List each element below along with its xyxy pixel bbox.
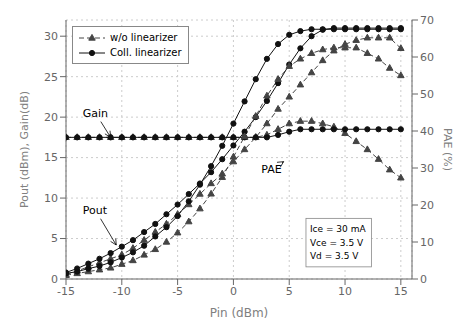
svg-text:70: 70	[420, 14, 434, 27]
svg-text:0: 0	[420, 273, 427, 286]
svg-text:20: 20	[420, 199, 434, 212]
svg-text:-10: -10	[113, 285, 131, 298]
svg-text:40: 40	[420, 125, 434, 138]
svg-text:PAE: PAE	[261, 163, 281, 176]
svg-text:10: 10	[44, 192, 58, 205]
svg-text:10: 10	[420, 236, 434, 249]
svg-text:Pin (dBm): Pin (dBm)	[210, 306, 269, 320]
svg-text:5: 5	[286, 285, 293, 298]
svg-text:0: 0	[230, 285, 237, 298]
html-text:w/o linearizer: w/o linearizer	[110, 32, 178, 43]
svg-text:Vd = 3.5 V: Vd = 3.5 V	[310, 251, 359, 261]
svg-text:10: 10	[338, 285, 352, 298]
svg-text:50: 50	[420, 88, 434, 101]
svg-text:Gain: Gain	[83, 107, 108, 120]
svg-text:5: 5	[51, 232, 58, 245]
svg-text:30: 30	[44, 30, 58, 43]
svg-text:Pout: Pout	[83, 204, 108, 217]
svg-text:Vce = 3.5 V: Vce = 3.5 V	[310, 238, 364, 248]
svg-text:Ice = 30 mA: Ice = 30 mA	[310, 224, 366, 234]
svg-text:60: 60	[420, 51, 434, 64]
svg-text:15: 15	[394, 285, 408, 298]
svg-text:PAE (%): PAE (%)	[441, 128, 454, 171]
svg-text:Pout (dBm), Gain(dB): Pout (dBm), Gain(dB)	[18, 91, 31, 208]
svg-text:-5: -5	[172, 285, 183, 298]
svg-text:0: 0	[51, 273, 58, 286]
html-text:Coll. linearizer: Coll. linearizer	[110, 47, 182, 58]
svg-text:30: 30	[420, 162, 434, 175]
svg-text:-15: -15	[57, 285, 75, 298]
svg-text:15: 15	[44, 151, 58, 164]
svg-text:20: 20	[44, 111, 58, 124]
svg-text:25: 25	[44, 71, 58, 84]
